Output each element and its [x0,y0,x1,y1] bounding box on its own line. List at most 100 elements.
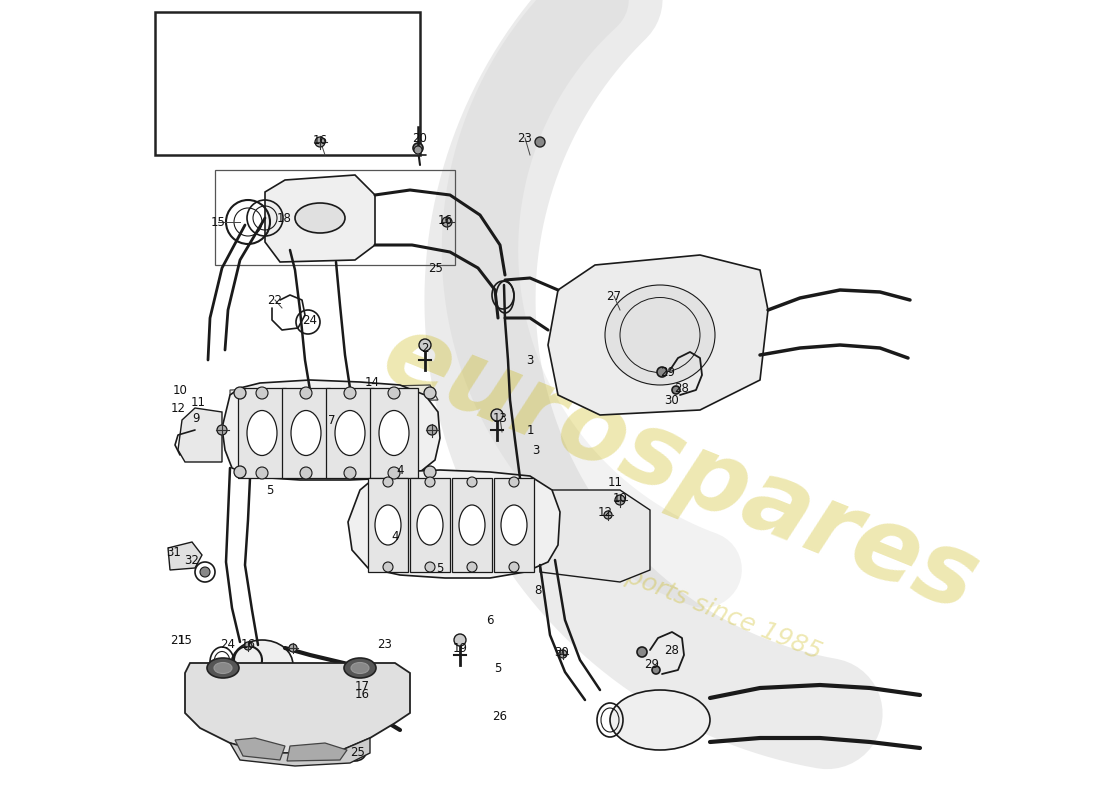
Circle shape [383,562,393,572]
Polygon shape [494,478,534,572]
Text: 29: 29 [660,366,675,378]
Text: eurospares: eurospares [368,306,991,634]
Text: 30: 30 [554,646,570,658]
Polygon shape [548,255,768,415]
Circle shape [615,495,625,505]
Ellipse shape [417,505,443,545]
Circle shape [427,425,437,435]
Text: 31: 31 [166,546,182,558]
Ellipse shape [459,505,485,545]
Polygon shape [185,663,410,753]
Polygon shape [178,408,222,462]
Ellipse shape [295,203,345,233]
Circle shape [388,387,400,399]
Circle shape [657,367,667,377]
Circle shape [454,634,466,646]
Text: 11: 11 [607,475,623,489]
Text: 24: 24 [220,638,235,650]
Circle shape [559,650,566,658]
Ellipse shape [344,658,376,678]
Polygon shape [282,388,330,478]
Text: 11: 11 [190,395,206,409]
Text: 15: 15 [177,634,192,646]
Polygon shape [230,738,370,766]
Circle shape [388,467,400,479]
Text: 18: 18 [276,211,292,225]
Polygon shape [452,478,492,572]
Ellipse shape [379,410,409,455]
Circle shape [424,387,436,399]
Polygon shape [222,380,440,480]
Polygon shape [238,388,286,478]
Text: 17: 17 [354,679,370,693]
Text: 22: 22 [267,294,283,306]
Circle shape [424,466,436,478]
Text: 9: 9 [192,411,200,425]
Ellipse shape [214,662,232,674]
Text: 28: 28 [664,643,680,657]
Text: 32: 32 [185,554,199,566]
Ellipse shape [336,410,365,455]
Text: 12: 12 [597,506,613,518]
Circle shape [509,562,519,572]
Circle shape [672,386,680,394]
Text: 24: 24 [302,314,318,326]
Text: 3: 3 [526,354,534,366]
Circle shape [256,467,268,479]
Circle shape [425,562,435,572]
Text: 23: 23 [518,131,532,145]
Circle shape [344,467,356,479]
Text: a passion for sports since 1985: a passion for sports since 1985 [454,496,826,664]
Text: 8: 8 [535,583,541,597]
Circle shape [234,466,246,478]
Polygon shape [326,388,374,478]
Circle shape [244,642,252,650]
Text: 30: 30 [664,394,680,406]
Text: 25: 25 [351,746,365,758]
Text: 10: 10 [173,383,187,397]
Polygon shape [410,478,450,572]
Circle shape [604,511,612,519]
Polygon shape [348,470,560,578]
Circle shape [300,387,312,399]
Circle shape [491,409,503,421]
Text: 5: 5 [266,483,274,497]
Ellipse shape [605,285,715,385]
Polygon shape [230,385,438,405]
Circle shape [289,644,297,652]
Text: 2: 2 [421,342,429,354]
Text: 20: 20 [412,131,428,145]
Text: 16: 16 [312,134,328,146]
Circle shape [468,477,477,487]
Circle shape [652,666,660,674]
Circle shape [256,387,268,399]
Ellipse shape [351,662,369,674]
Text: 12: 12 [170,402,186,414]
Text: 29: 29 [645,658,660,671]
Text: 4: 4 [392,530,398,543]
Text: 16: 16 [241,638,255,650]
Ellipse shape [207,658,239,678]
Polygon shape [540,490,650,582]
Polygon shape [235,738,285,760]
Text: 4: 4 [396,463,404,477]
Text: 21: 21 [170,634,186,646]
Ellipse shape [610,690,710,750]
Text: 1: 1 [526,423,534,437]
Text: 26: 26 [493,710,507,722]
Text: 16: 16 [354,689,370,702]
Bar [155,12,420,155]
Circle shape [200,567,210,577]
Circle shape [509,477,519,487]
Circle shape [442,217,452,227]
Circle shape [300,467,312,479]
Ellipse shape [231,640,293,690]
Circle shape [425,477,435,487]
Ellipse shape [375,505,402,545]
Text: 15: 15 [210,215,225,229]
Text: 7: 7 [328,414,336,426]
Polygon shape [287,743,346,761]
Polygon shape [370,388,418,478]
Polygon shape [265,175,375,262]
Circle shape [344,387,356,399]
